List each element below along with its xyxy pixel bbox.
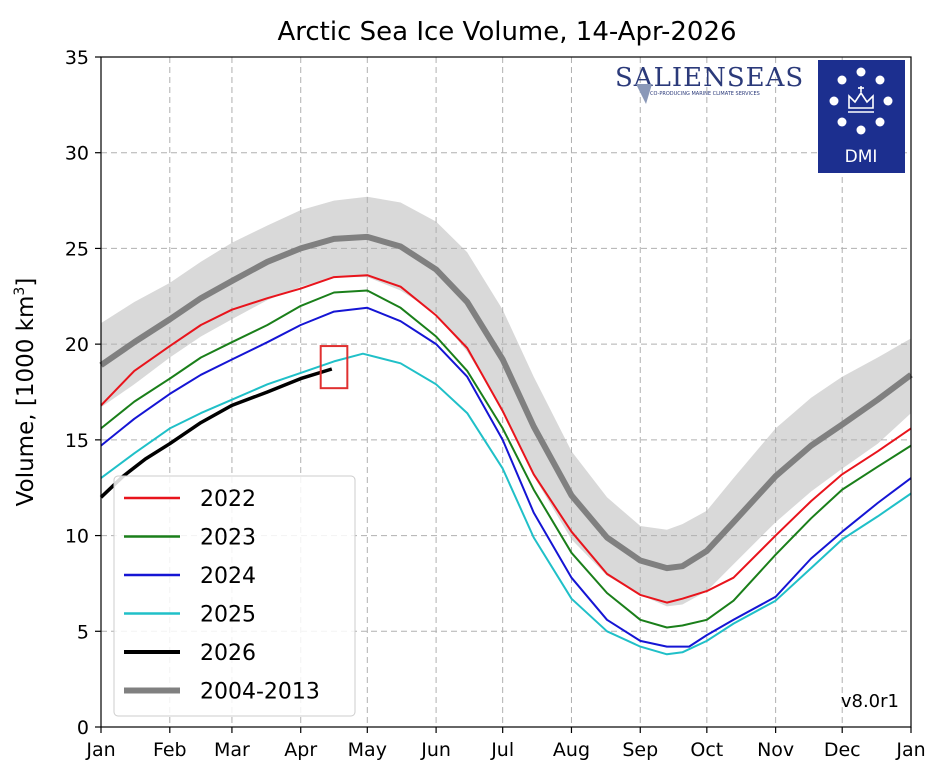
x-tick-label: Aug bbox=[553, 739, 590, 761]
legend-label-2026: 2026 bbox=[200, 641, 256, 666]
legend: 2022 2023 2024 2025 2026 2004-2013 bbox=[113, 475, 356, 717]
current-date-highlight bbox=[319, 345, 349, 390]
y-tick-label: 25 bbox=[65, 238, 89, 260]
legend-label-2004-2013: 2004-2013 bbox=[200, 680, 320, 705]
iceberg-icon bbox=[636, 84, 652, 104]
dmi-logo: DMI bbox=[818, 60, 905, 173]
x-tick-label: Jan bbox=[85, 739, 115, 761]
chart-title: Arctic Sea Ice Volume, 14-Apr-2026 bbox=[277, 17, 736, 47]
salienseas-logo-tagline: CO-PRODUCING MARINE CLIMATE SERVICES bbox=[650, 91, 760, 97]
legend-label-2023: 2023 bbox=[200, 526, 256, 551]
crown-icon bbox=[848, 86, 874, 113]
dmi-logo-background bbox=[818, 60, 905, 173]
y-axis-label: Volume, [1000 km3] bbox=[12, 278, 39, 507]
x-tick-label: Nov bbox=[757, 739, 794, 761]
y-tick-label: 30 bbox=[65, 143, 89, 165]
y-tick-label: 0 bbox=[77, 717, 89, 739]
version-label: v8.0r1 bbox=[841, 691, 899, 712]
series-lines bbox=[99, 233, 913, 656]
x-tick-label: Oct bbox=[690, 739, 723, 761]
y-tick-label: 35 bbox=[65, 47, 89, 69]
salienseas-logo: SALIENSEAS CO-PRODUCING MARINE CLIMATE S… bbox=[615, 63, 803, 104]
legend-label-2022: 2022 bbox=[200, 487, 256, 512]
dmi-star-ring-icon bbox=[829, 67, 893, 135]
series-line-2025 bbox=[100, 352, 912, 656]
series-line-2022 bbox=[100, 274, 912, 604]
y-axis-ticks: 0 5 10 15 20 25 30 35 bbox=[65, 47, 101, 739]
range-band-area bbox=[101, 196, 911, 607]
y-tick-label: 15 bbox=[65, 430, 89, 452]
dmi-logo-text: DMI bbox=[845, 147, 878, 167]
x-tick-label: Dec bbox=[824, 739, 861, 761]
climatology-range-band bbox=[101, 196, 911, 607]
legend-label-2024: 2024 bbox=[200, 564, 256, 589]
x-tick-label: Jun bbox=[420, 739, 451, 761]
y-axis-label-main: Volume, [1000 km bbox=[13, 296, 39, 507]
x-tick-label: May bbox=[348, 739, 387, 761]
x-tick-label: Sep bbox=[622, 739, 658, 761]
x-axis-ticks: Jan Feb Mar Apr May Jun Jul Aug Sep Oct Nov Dec Jan bbox=[85, 727, 926, 761]
x-tick-label: Jul bbox=[490, 739, 514, 761]
highlight-box bbox=[319, 345, 349, 390]
x-tick-label: Feb bbox=[153, 739, 187, 761]
y-axis-label-close: ] bbox=[13, 278, 39, 287]
x-tick-label: Mar bbox=[214, 739, 250, 761]
y-tick-label: 20 bbox=[65, 334, 89, 356]
series-line-2004-2013 bbox=[99, 233, 913, 572]
series-line-2023 bbox=[100, 289, 912, 629]
y-tick-label: 5 bbox=[77, 621, 89, 643]
y-tick-label: 10 bbox=[65, 526, 89, 548]
y-axis-label-superscript: 3 bbox=[12, 287, 28, 296]
plot-frame bbox=[100, 56, 912, 728]
legend-label-2025: 2025 bbox=[200, 603, 256, 628]
series-line-2026 bbox=[99, 367, 333, 499]
x-tick-label: Apr bbox=[284, 739, 317, 761]
x-tick-label: Jan bbox=[895, 739, 925, 761]
series-line-2024 bbox=[100, 306, 912, 648]
